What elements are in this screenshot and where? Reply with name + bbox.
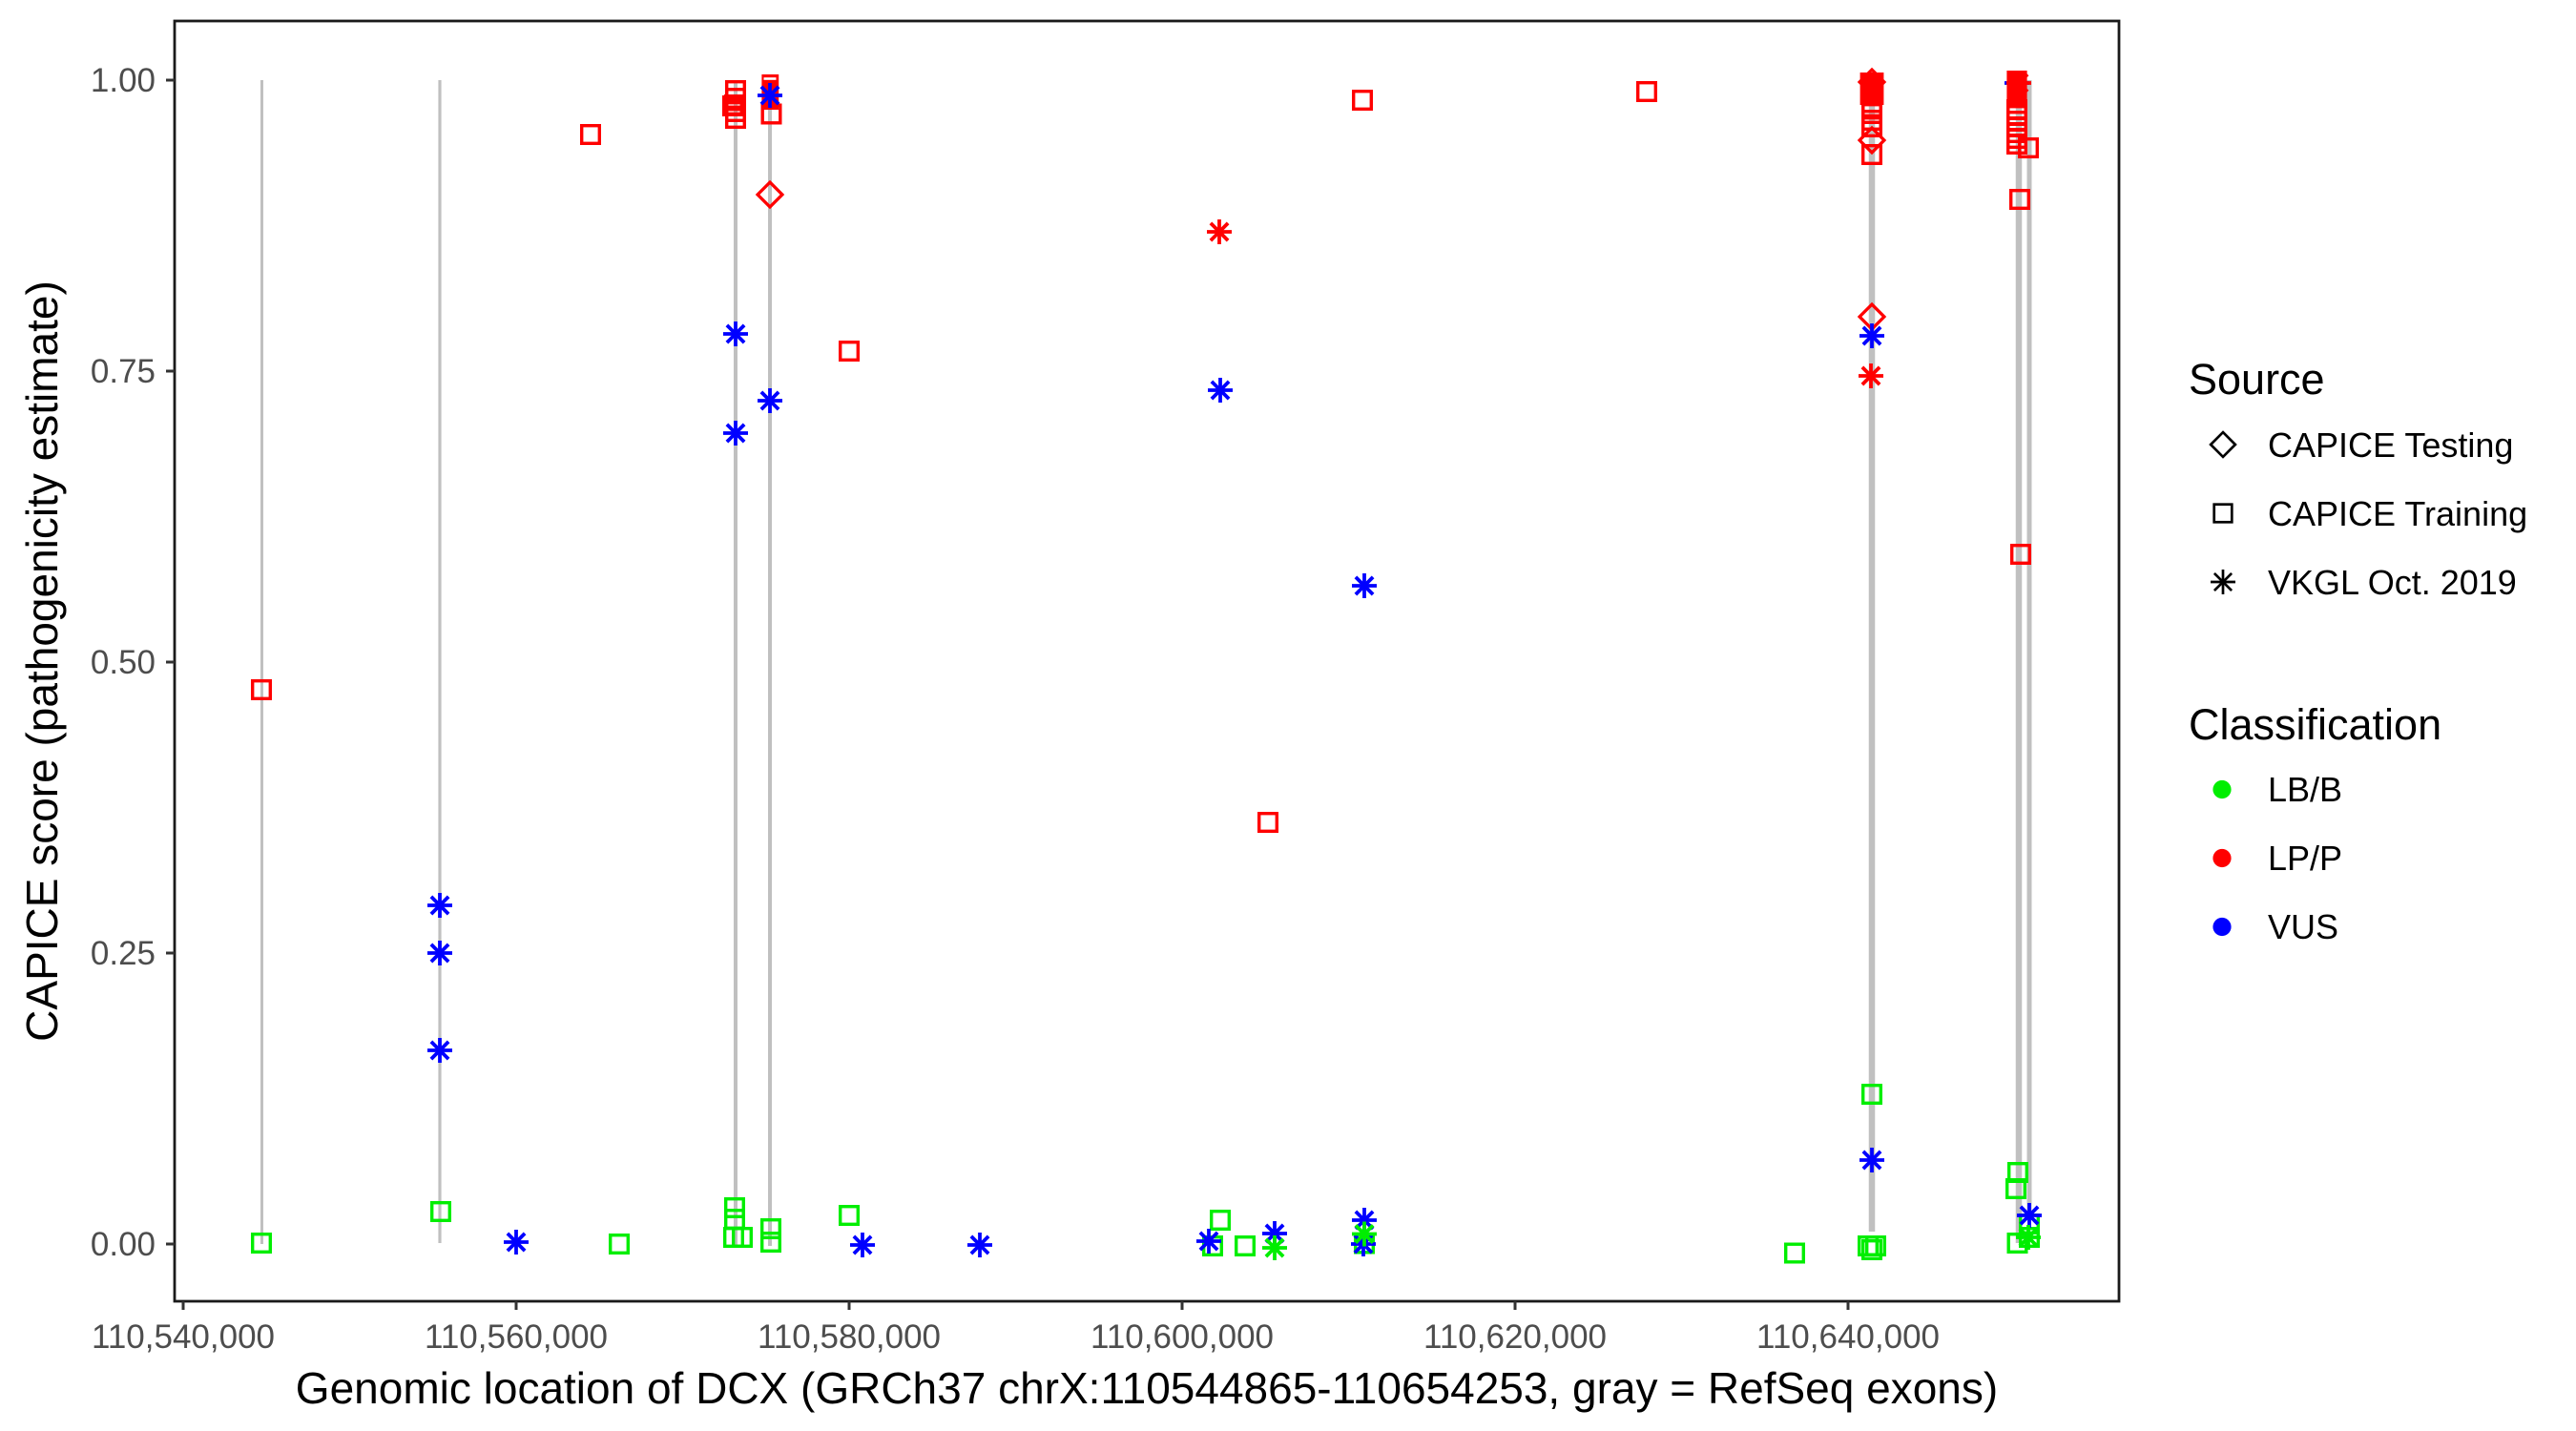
svg-text:CAPICE score (pathogenicity es: CAPICE score (pathogenicity estimate) (17, 280, 67, 1042)
svg-text:0.25: 0.25 (91, 935, 156, 972)
svg-text:110,580,000: 110,580,000 (758, 1318, 941, 1356)
svg-text:Classification: Classification (2189, 700, 2441, 749)
svg-text:110,540,000: 110,540,000 (92, 1318, 275, 1356)
svg-text:0.00: 0.00 (91, 1226, 156, 1263)
svg-text:0.75: 0.75 (91, 353, 156, 390)
svg-text:110,640,000: 110,640,000 (1756, 1318, 1940, 1356)
svg-text:CAPICE Training: CAPICE Training (2268, 494, 2527, 533)
svg-text:Genomic location of DCX (GRCh3: Genomic location of DCX (GRCh37 chrX:110… (296, 1363, 1998, 1413)
svg-text:Source: Source (2189, 355, 2325, 404)
svg-text:0.50: 0.50 (91, 644, 156, 681)
svg-text:VKGL Oct. 2019: VKGL Oct. 2019 (2268, 563, 2517, 602)
svg-text:VUS: VUS (2268, 907, 2338, 946)
svg-text:LP/P: LP/P (2268, 839, 2342, 878)
svg-text:110,600,000: 110,600,000 (1091, 1318, 1274, 1356)
svg-text:1.00: 1.00 (91, 62, 156, 99)
svg-text:CAPICE Testing: CAPICE Testing (2268, 425, 2513, 465)
svg-text:LB/B: LB/B (2268, 770, 2342, 809)
svg-text:110,560,000: 110,560,000 (425, 1318, 608, 1356)
svg-text:110,620,000: 110,620,000 (1423, 1318, 1607, 1356)
